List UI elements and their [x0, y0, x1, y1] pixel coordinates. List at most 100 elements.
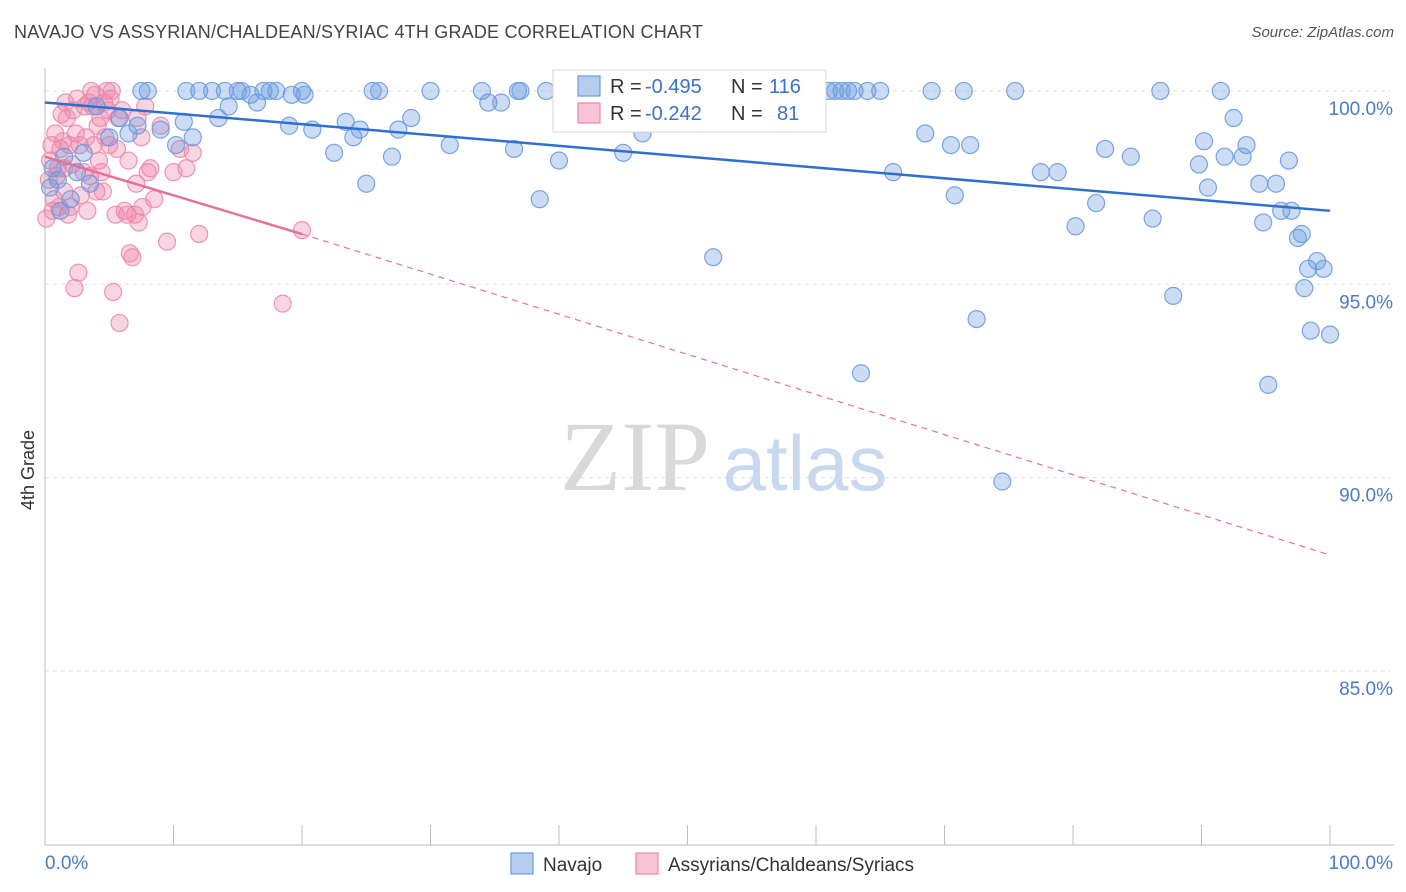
- navajo-point-53: [504, 139, 524, 159]
- navajo-point-52: [492, 93, 511, 112]
- navajo-point-99: [1233, 147, 1252, 166]
- navajo-point-2: [48, 170, 67, 189]
- navajo-point-58: [549, 151, 569, 170]
- y-tick-label-3: 100.0%: [1329, 99, 1394, 120]
- grid-lines: [45, 90, 1390, 672]
- assyrian-point-78: [190, 224, 209, 244]
- source-label: Source: ZipAtlas.com: [1251, 24, 1394, 41]
- legend-n-value-2: 81: [777, 103, 799, 125]
- navajo-point-16: [151, 120, 170, 139]
- navajo-point-78: [945, 186, 964, 205]
- navajo-point-89: [1121, 147, 1140, 166]
- assyrian-point-73: [157, 232, 177, 251]
- navajo-point-21: [190, 81, 209, 101]
- navajo-point-14: [132, 81, 151, 101]
- navajo-point-20: [183, 128, 202, 147]
- navajo-point-82: [993, 472, 1012, 491]
- assyrian-point-40: [89, 151, 109, 170]
- assyrian-trend-line: [44, 155, 303, 236]
- navajo-point-85: [1048, 163, 1067, 182]
- bottom-legend-label-assyrian: Assyrians/Chaldeans/Syriacs: [668, 855, 914, 876]
- navajo-point-25: [219, 97, 238, 116]
- series-assyrian-points: [37, 81, 312, 333]
- assyrian-point-22: [65, 279, 84, 298]
- navajo-point-0: [41, 178, 60, 197]
- series-navajo-points: [41, 81, 1340, 491]
- navajo-point-83: [1006, 81, 1025, 101]
- navajo-point-74: [883, 163, 903, 182]
- navajo-point-27: [232, 81, 251, 101]
- assyrian-point-80: [292, 221, 312, 240]
- navajo-point-50: [472, 81, 491, 101]
- navajo-point-39: [336, 112, 355, 131]
- assyrian-point-24: [68, 89, 87, 108]
- navajo-point-80: [961, 135, 980, 155]
- legend-n-value-1: 116: [769, 76, 801, 98]
- navajo-point-73: [871, 81, 890, 101]
- watermark-zip: ZIP: [560, 401, 710, 512]
- navajo-point-100: [1237, 135, 1256, 155]
- y-tick-label-2: 95.0%: [1339, 292, 1393, 313]
- navajo-point-43: [363, 81, 382, 101]
- assyrian-point-55: [110, 313, 129, 333]
- navajo-point-33: [280, 116, 299, 135]
- bottom-legend-swatch-navajo: [510, 852, 534, 875]
- assyrian-point-61: [123, 248, 142, 267]
- navajo-point-32: [267, 81, 286, 101]
- navajo-point-75: [916, 124, 935, 143]
- navajo-point-71: [851, 364, 871, 383]
- watermark: ZIP atlas: [560, 401, 887, 512]
- navajo-point-101: [1250, 174, 1269, 193]
- navajo-point-95: [1198, 178, 1218, 197]
- y-tick-label-0: 85.0%: [1339, 679, 1393, 700]
- bottom-legend-swatch-assyrian: [635, 852, 659, 875]
- assyrian-point-50: [102, 81, 121, 101]
- navajo-trend-line: [44, 101, 1331, 213]
- navajo-point-69: [839, 81, 858, 101]
- navajo-point-109: [1292, 224, 1311, 244]
- correlation-legend: R = -0.495 N = 116 R = -0.242 N = 81: [552, 69, 827, 133]
- navajo-point-8: [80, 174, 100, 193]
- assyrian-point-3: [42, 135, 61, 155]
- navajo-point-79: [954, 81, 973, 101]
- navajo-point-97: [1215, 147, 1234, 166]
- navajo-point-91: [1151, 81, 1170, 101]
- assyrian-point-65: [129, 213, 148, 232]
- navajo-point-103: [1259, 375, 1278, 394]
- assyrian-point-31: [78, 201, 97, 220]
- assyrian-point-71: [145, 190, 164, 209]
- navajo-point-48: [421, 81, 440, 101]
- navajo-point-44: [370, 81, 389, 101]
- navajo-point-38: [325, 143, 344, 162]
- trend-lines: [44, 101, 1331, 556]
- axes: [44, 68, 1394, 846]
- navajo-point-3: [51, 201, 70, 220]
- legend-swatch-assyrian: [577, 102, 601, 124]
- navajo-point-81: [967, 309, 986, 329]
- assyrian-point-77: [183, 143, 202, 162]
- assyrian-point-76: [177, 159, 196, 178]
- assyrian-point-30: [77, 128, 96, 147]
- series-legend: Navajo Assyrians/Chaldeans/Syriacs: [510, 852, 914, 876]
- x-tick-label-1: 100.0%: [1329, 853, 1394, 874]
- watermark-atlas: atlas: [723, 419, 888, 507]
- navajo-point-51: [479, 93, 498, 112]
- navajo-point-114: [1314, 259, 1333, 278]
- assyrian-point-51: [104, 282, 123, 302]
- navajo-point-10: [100, 128, 119, 147]
- legend-r-label-2: R =: [610, 103, 642, 125]
- navajo-point-63: [704, 248, 723, 267]
- navajo-point-90: [1143, 209, 1162, 228]
- navajo-point-98: [1224, 108, 1243, 128]
- navajo-point-110: [1295, 279, 1314, 298]
- navajo-point-45: [382, 147, 402, 166]
- navajo-point-5: [61, 190, 80, 209]
- legend-n-label-2: N =: [731, 103, 763, 125]
- legend-r-value-1: -0.495: [645, 76, 702, 98]
- navajo-point-30: [254, 81, 273, 101]
- y-tick-label-1: 90.0%: [1339, 486, 1393, 507]
- navajo-point-19: [177, 81, 196, 101]
- navajo-point-107: [1282, 201, 1301, 220]
- assyrian-trend-extension: [301, 233, 1331, 556]
- navajo-point-72: [858, 81, 877, 101]
